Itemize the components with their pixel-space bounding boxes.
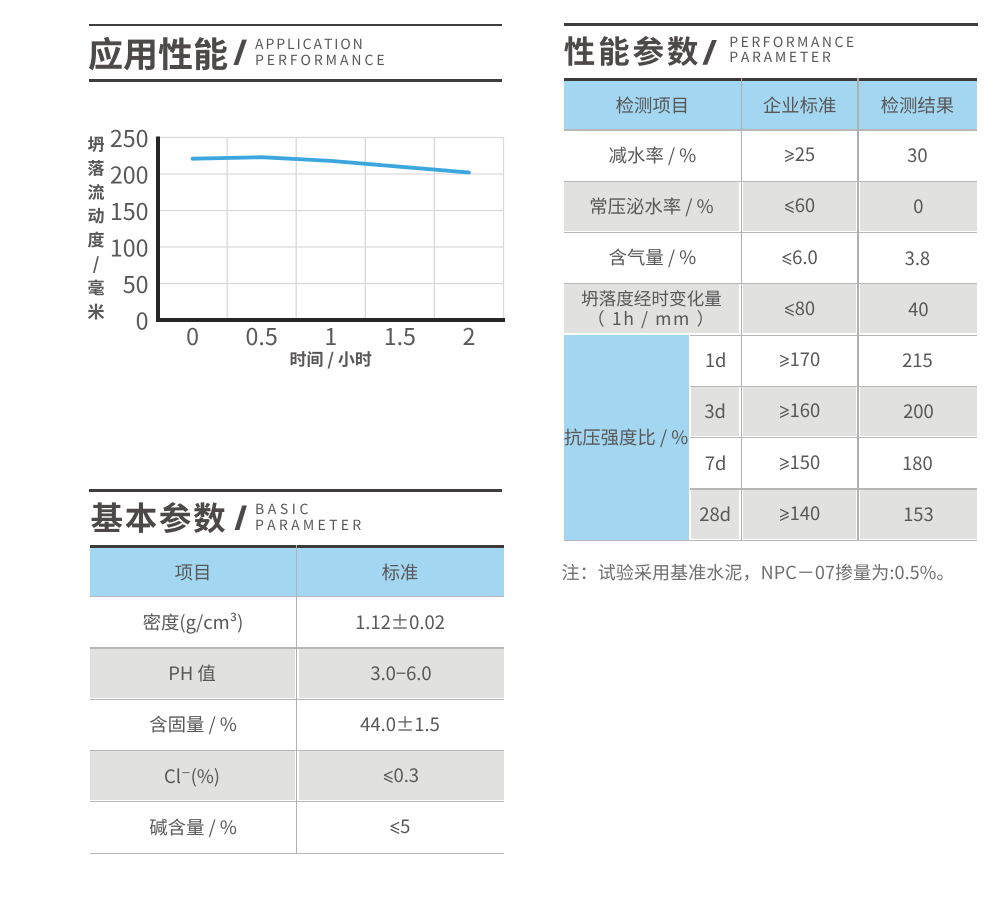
svg-text:0: 0 (186, 318, 199, 352)
svg-text:0.5: 0.5 (246, 318, 278, 352)
svg-text:时间 / 小时: 时间 / 小时 (290, 346, 372, 371)
svg-text:动: 动 (88, 202, 105, 227)
svg-text:毫: 毫 (88, 274, 105, 299)
svg-text:落: 落 (88, 154, 105, 179)
svg-text:2: 2 (462, 318, 475, 352)
svg-text:流: 流 (88, 178, 105, 203)
svg-text:150: 150 (110, 193, 149, 227)
svg-text:1: 1 (324, 318, 337, 352)
svg-text:度: 度 (88, 226, 105, 251)
svg-text:1.5: 1.5 (384, 318, 416, 352)
svg-text:50: 50 (123, 266, 149, 300)
svg-text:0: 0 (136, 303, 149, 337)
svg-text:250: 250 (110, 120, 149, 154)
svg-text:米: 米 (88, 298, 105, 323)
svg-text:100: 100 (110, 230, 149, 264)
svg-text:200: 200 (110, 157, 149, 191)
svg-text:/: / (93, 250, 100, 275)
svg-text:坍: 坍 (88, 131, 105, 156)
